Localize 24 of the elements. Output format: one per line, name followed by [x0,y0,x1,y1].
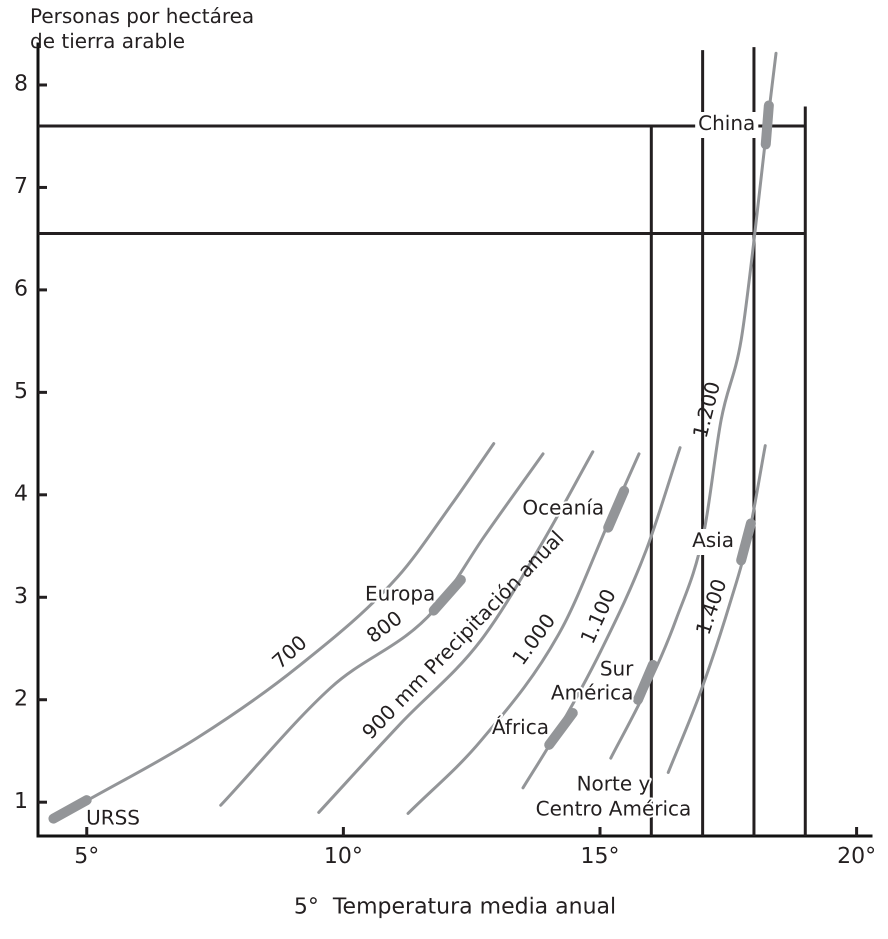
series-label: Oceanía [522,495,604,520]
series-label: África [492,715,549,740]
y-axis-title: Personas por hectárea de tierra arable [30,4,254,54]
series-label: China [698,111,756,136]
text: 800 [362,606,407,648]
series-label: URSS [86,806,140,830]
x-tick-label: 5° [74,844,100,869]
text: 1.400 [690,576,732,638]
y-tick-label: 3 [14,584,28,609]
x-axis-title: 5° Temperatura media anual [294,894,616,920]
y-tick-label: 5 [14,379,28,404]
text: 1.100 [575,585,621,648]
x-tick-label: 20° [837,844,876,869]
text: 700 [267,630,312,674]
y-tick-label: 4 [14,482,28,507]
y-tick-label: 8 [14,72,28,97]
series-label: Asia [692,528,734,552]
y-tick-label: 2 [14,686,28,712]
y-tick-label: 1 [14,788,28,814]
y-tick-label: 6 [14,276,28,302]
x-tick-label: 15° [580,844,620,869]
x-tick-label: 10° [324,844,363,869]
y-tick-label: 7 [14,174,28,200]
series-label: Sur América [550,656,634,705]
